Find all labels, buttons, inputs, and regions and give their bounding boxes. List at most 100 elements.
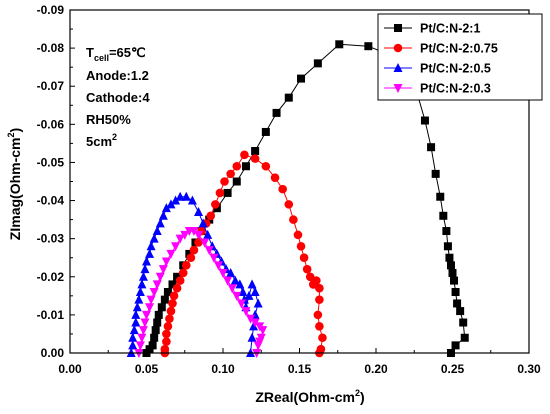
data-point [173, 272, 182, 281]
data-point [135, 287, 145, 297]
x-tick-label: 0.15 [288, 362, 312, 376]
data-point [443, 242, 452, 251]
data-point [166, 306, 176, 316]
x-tick-label: 0.30 [517, 362, 541, 376]
data-point [161, 203, 171, 213]
data-point [187, 195, 197, 205]
data-point [158, 210, 168, 220]
data-point [253, 341, 263, 351]
legend-item: Pt/C:N-2:0.3 [384, 82, 491, 96]
data-point [453, 299, 462, 308]
data-point [160, 295, 169, 304]
y-tick-label: -0.09 [37, 3, 65, 17]
data-point [149, 233, 159, 243]
legend-label: Pt/C:N-2:0.3 [420, 82, 491, 96]
data-point [152, 226, 162, 236]
data-point [189, 245, 199, 255]
data-point [293, 230, 303, 240]
data-point [251, 147, 260, 156]
data-point [297, 74, 306, 83]
data-point [315, 295, 324, 304]
data-point [436, 192, 445, 201]
data-point [209, 253, 219, 263]
data-point [220, 177, 229, 186]
y-tick-label: 0.00 [41, 346, 65, 360]
data-point [211, 200, 220, 209]
data-point [155, 272, 165, 282]
data-point [151, 326, 160, 335]
legend-marker [394, 24, 402, 32]
data-point [162, 329, 171, 339]
data-point [240, 150, 249, 160]
series-2 [160, 150, 327, 358]
data-point [261, 161, 271, 171]
x-axis-title-end: ) [360, 389, 365, 405]
data-point [451, 341, 460, 350]
series-3 [126, 191, 263, 357]
y-tick-label: -0.02 [37, 270, 65, 284]
data-point [203, 229, 213, 239]
legend-item: Pt/C:N-2:0.5 [384, 62, 491, 76]
y-tick-label: -0.01 [37, 308, 65, 322]
data-point [284, 200, 294, 209]
data-point [194, 206, 204, 216]
data-point [128, 332, 138, 342]
data-point [163, 322, 173, 331]
data-point [299, 253, 309, 263]
data-point [146, 241, 156, 251]
data-point [249, 321, 259, 331]
data-point [129, 325, 139, 335]
x-axis-ticks: 0.00 0.05 0.10 0.15 0.20 0.25 0.30 [58, 348, 541, 376]
data-point [284, 93, 293, 102]
annotation-cathode: Cathode:4 [86, 90, 150, 105]
x-axis-title-sup: 2 [355, 388, 360, 398]
data-point [223, 188, 232, 197]
x-axis-title-main: ZReal(Ohm-cm [255, 389, 355, 405]
data-point [226, 169, 235, 179]
data-point [146, 295, 156, 305]
data-point [140, 318, 150, 328]
data-point [272, 108, 281, 117]
data-point [171, 195, 181, 205]
legend-marker [393, 43, 403, 53]
legend-marker [393, 84, 403, 93]
legend-label: Pt/C:N-2:0.5 [420, 62, 491, 76]
annotation-tcell-main: T [86, 45, 94, 60]
data-point [181, 261, 191, 270]
series-4 [134, 227, 268, 358]
data-point [244, 290, 254, 300]
y-axis-title-end: ) [7, 128, 23, 133]
legend-label: Pt/C:N-2:0.75 [420, 42, 498, 56]
data-point [230, 275, 240, 285]
data-point [171, 242, 181, 252]
data-point [166, 249, 176, 259]
data-point [168, 299, 177, 308]
data-point [312, 276, 321, 285]
data-point [431, 169, 440, 178]
data-point [157, 303, 166, 312]
data-point [460, 333, 469, 342]
data-point [138, 326, 148, 336]
data-point [165, 314, 174, 324]
data-point [206, 211, 216, 221]
data-point [246, 314, 256, 324]
data-point [134, 294, 144, 304]
data-point [235, 279, 245, 289]
annotation-rh: RH50% [86, 112, 131, 127]
x-axis-title: ZReal(Ohm-cm2) [255, 388, 364, 405]
data-point [145, 303, 155, 313]
data-point [236, 299, 246, 309]
data-point [442, 227, 451, 236]
data-point [149, 288, 159, 298]
y-tick-label: -0.04 [37, 194, 65, 208]
data-point [439, 211, 448, 220]
data-point [163, 288, 172, 297]
y-axis-ticks: 0.00 -0.01 -0.02 -0.03 -0.04 -0.05 -0.06 -0.07 -… [37, 3, 75, 360]
data-point [215, 188, 225, 198]
data-point [250, 287, 260, 297]
data-point [261, 127, 270, 136]
data-point [241, 162, 250, 171]
data-point [364, 42, 373, 51]
y-tick-label: -0.05 [37, 155, 65, 169]
